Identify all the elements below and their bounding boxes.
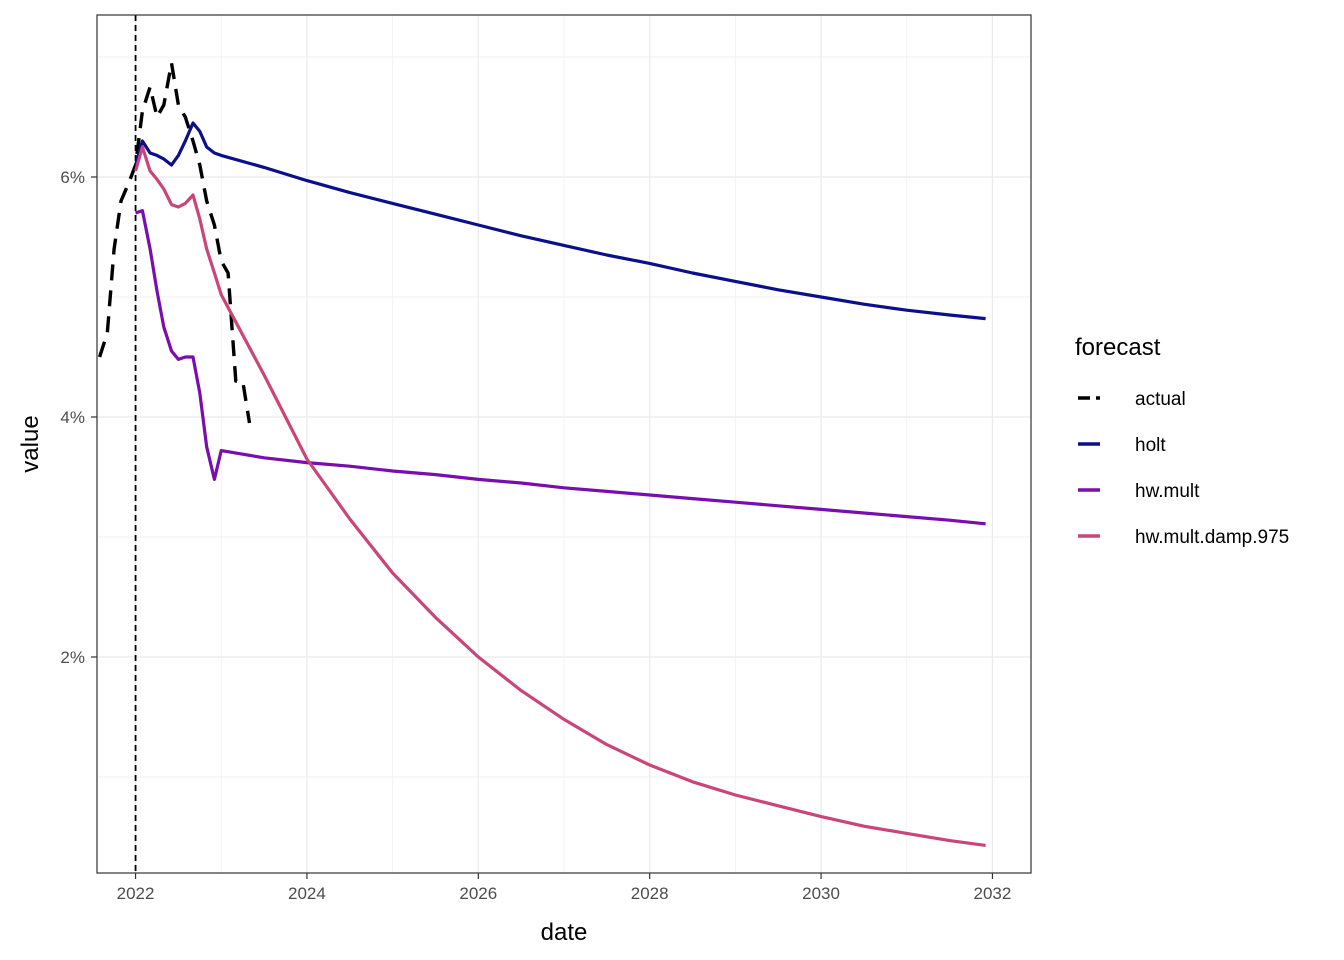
- series-line-hw-mult: [135, 209, 986, 526]
- y-tick-label: 2%: [60, 648, 85, 667]
- y-axis: 2% 4% 6%: [60, 168, 97, 667]
- grid-minor: [97, 15, 1031, 873]
- legend-label: hw.mult.damp.975: [1135, 527, 1289, 548]
- x-tick-label: 2026: [459, 884, 497, 903]
- x-tick-label: 2030: [802, 884, 840, 903]
- x-axis-title: date: [541, 919, 588, 946]
- legend: forecast actual holt hw.mult hw.mult.damp.9…: [1075, 334, 1289, 548]
- plot-panel-border: [96, 14, 1032, 874]
- legend-label: actual: [1135, 389, 1186, 410]
- series-line-hw-mult-damp-975: [134, 145, 986, 847]
- legend-label: hw.mult: [1135, 481, 1200, 502]
- series-line-holt: [134, 121, 986, 321]
- x-tick-label: 2028: [631, 884, 669, 903]
- series-layer: [97, 61, 986, 847]
- y-tick-label: 6%: [60, 168, 85, 187]
- x-tick-label: 2022: [117, 884, 155, 903]
- x-tick-label: 2032: [974, 884, 1012, 903]
- y-axis-title: value: [17, 415, 44, 472]
- x-axis: 2022 2024 2026 2028 2030 2032: [117, 873, 1012, 903]
- x-tick-label: 2024: [288, 884, 326, 903]
- y-tick-label: 4%: [60, 408, 85, 427]
- series-line-actual: [97, 61, 252, 424]
- legend-title: forecast: [1075, 334, 1161, 361]
- legend-label: holt: [1135, 435, 1166, 456]
